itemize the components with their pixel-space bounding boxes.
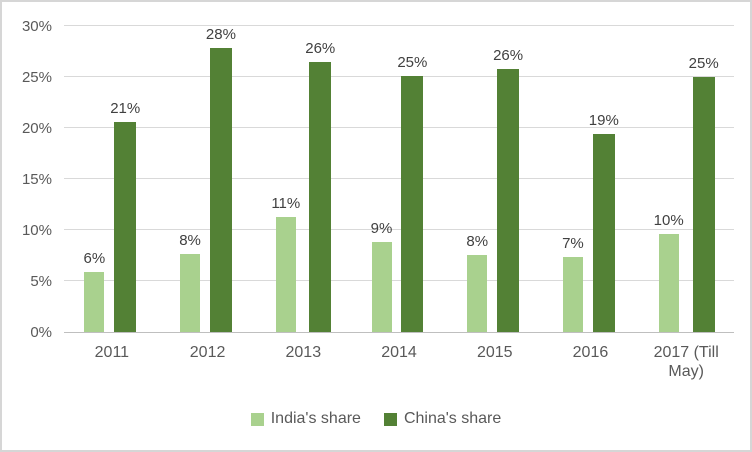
x-tick-label-2016: 2016	[572, 344, 609, 361]
bar-pair: 10% 25%	[654, 55, 719, 332]
bar-india-s-share-2013	[275, 216, 296, 332]
data-label-india-s-share-2015: 8%	[466, 232, 489, 250]
x-tick-label-2011: 2011	[94, 344, 130, 361]
bar-with-label: 26%	[305, 40, 335, 332]
bar-group-2013: 11% 26%	[255, 27, 351, 332]
bar-with-label: 10%	[654, 212, 684, 332]
x-axis: 2011 2012 2013 2014 2015 2016 2017 (Till May)	[64, 343, 734, 381]
x-tick-label-2014: 2014	[381, 344, 417, 361]
gridline-10	[64, 229, 734, 230]
gridline-25	[64, 76, 734, 77]
legend-label-china: China's share	[403, 410, 502, 427]
bar-with-label: 8%	[179, 231, 201, 332]
bar-india-s-share-2017-till-may	[658, 234, 679, 332]
bar-with-label: 19%	[589, 112, 619, 332]
data-label-china-s-share-2012: 28%	[205, 26, 236, 44]
gridline-15	[64, 178, 734, 179]
bar-india-s-share-2014	[371, 242, 392, 332]
legend-label-india: India's share	[270, 410, 361, 427]
bar-with-label: 7%	[562, 234, 584, 332]
bar-groups: 6% 21% 8% 28% 11% 26% 9% 25% 8% 26% 7% 19% 10% 25%	[64, 26, 734, 332]
bar-pair: 7% 19%	[562, 112, 619, 332]
bar-pair: 6% 21%	[83, 100, 140, 332]
bar-with-label: 11%	[271, 195, 300, 332]
data-label-china-s-share-2017-till-may: 25%	[688, 55, 719, 72]
plot-area: 6% 21% 8% 28% 11% 26% 9% 25% 8% 26% 7% 19% 10% 25%	[64, 25, 734, 333]
bar-group-2011: 6% 21%	[64, 27, 160, 332]
bar-pair: 11% 26%	[271, 40, 335, 332]
y-tick-label-10: 10%	[21, 222, 52, 239]
data-label-india-s-share-2017-till-may: 10%	[653, 212, 684, 230]
bar-india-s-share-2015	[467, 254, 488, 332]
bar-with-label: 21%	[110, 100, 140, 332]
data-label-china-s-share-2015: 26%	[493, 46, 524, 64]
bar-group-2015: 8% 26%	[447, 27, 543, 332]
bar-with-label: 6%	[83, 249, 106, 332]
y-tick-label-15: 15%	[21, 171, 52, 188]
bar-india-s-share-2012	[180, 253, 201, 332]
gridline-30	[64, 25, 734, 26]
bar-pair: 9% 25%	[370, 54, 427, 332]
bar-pair: 8% 26%	[466, 47, 523, 332]
bar-with-label: 28%	[206, 26, 236, 332]
legend-marker-india-icon	[250, 412, 264, 426]
bar-group-2012: 8% 28%	[160, 26, 256, 332]
bar-china-s-share-2013	[309, 61, 332, 332]
y-tick-label-5: 5%	[30, 273, 52, 290]
bar-group-2017-till-may: 10% 25%	[638, 27, 734, 332]
bar-group-2016: 7% 19%	[543, 27, 639, 332]
bar-china-s-share-2017-till-may	[692, 77, 715, 332]
x-tick-label-2013: 2013	[285, 344, 322, 361]
bar-with-label: 26%	[493, 47, 523, 332]
gridline-20	[64, 127, 734, 128]
data-label-india-s-share-2012: 8%	[179, 231, 201, 249]
bar-with-label: 9%	[370, 220, 393, 332]
data-label-china-s-share-2014: 25%	[397, 54, 428, 71]
bar-with-label: 8%	[466, 232, 489, 332]
legend: India's share China's share	[2, 410, 750, 428]
data-label-india-s-share-2016: 7%	[562, 234, 584, 252]
bar-india-s-share-2016	[562, 256, 583, 332]
bar-pair: 8% 28%	[179, 26, 236, 332]
data-label-china-s-share-2011: 21%	[110, 99, 141, 117]
x-tick-label-2012: 2012	[189, 344, 226, 361]
data-label-china-s-share-2016: 19%	[588, 112, 619, 130]
y-tick-label-25: 25%	[21, 69, 52, 86]
x-tick-label-2015: 2015	[476, 344, 513, 361]
bar-china-s-share-2016	[592, 134, 615, 332]
bar-group-2014: 9% 25%	[351, 27, 447, 332]
bar-with-label: 25%	[397, 54, 427, 332]
bar-china-s-share-2014	[401, 76, 424, 332]
data-label-india-s-share-2013: 11%	[271, 194, 301, 212]
y-tick-label-30: 30%	[21, 18, 52, 35]
data-label-india-s-share-2011: 6%	[83, 249, 106, 267]
bar-china-s-share-2011	[114, 121, 137, 332]
legend-item-china: China's share	[383, 410, 502, 428]
data-label-india-s-share-2014: 9%	[370, 220, 393, 238]
data-label-china-s-share-2013: 26%	[305, 39, 336, 57]
y-tick-label-20: 20%	[21, 120, 52, 137]
bar-china-s-share-2015	[497, 68, 520, 332]
bar-china-s-share-2012	[209, 48, 232, 332]
bar-with-label: 25%	[689, 55, 719, 332]
legend-marker-china-icon	[383, 412, 397, 426]
legend-item-india: India's share	[250, 410, 361, 428]
gridline-5	[64, 280, 734, 281]
y-tick-label-0: 0%	[30, 324, 52, 341]
bar-india-s-share-2011	[84, 271, 105, 332]
x-tick-label-2017-till-may: 2017 (Till May)	[653, 344, 719, 380]
